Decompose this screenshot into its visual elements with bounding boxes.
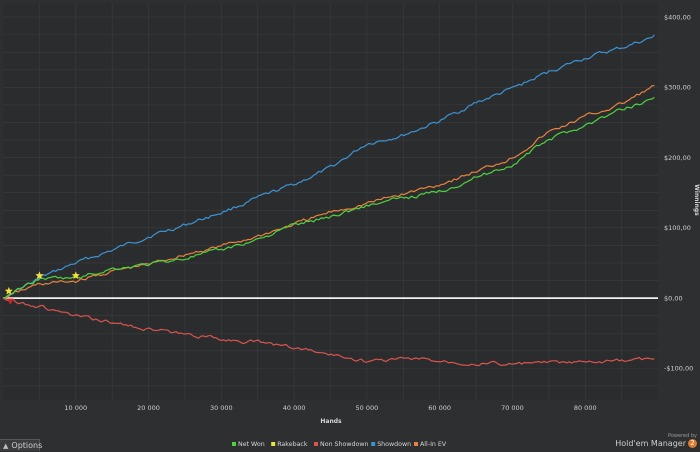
legend-swatch: [314, 442, 318, 446]
x-axis-label: Hands: [320, 418, 342, 425]
y-tick-label: $200,00: [664, 154, 691, 162]
y-tick-label: -$100,00: [664, 365, 693, 373]
options-button[interactable]: ▲ Options: [0, 439, 43, 451]
y-tick-label: $100,00: [664, 224, 691, 232]
star-marker: [71, 271, 80, 279]
chevron-up-icon: ▲: [3, 442, 9, 450]
series-line-net-won: [2, 96, 655, 299]
legend-swatch: [371, 442, 376, 446]
legend-label: Non Showdown: [320, 441, 369, 448]
powered-by-text: Powered by: [668, 433, 697, 439]
y-tick-label: $0,00: [664, 294, 683, 302]
legend-swatch: [232, 442, 236, 446]
hm2-logo-icon: 2: [688, 439, 697, 448]
grid: [3, 3, 658, 400]
x-tick-label: 80 000: [574, 404, 597, 412]
legend-swatch: [414, 442, 418, 446]
x-tick-label: 60 000: [428, 404, 451, 412]
star-marker: [35, 271, 44, 279]
x-tick-label: 40 000: [283, 404, 306, 412]
markers-group: [4, 271, 80, 305]
legend-swatch: [271, 442, 276, 446]
legend-label: All-In EV: [420, 441, 447, 448]
x-tick-label: 30 000: [210, 404, 233, 412]
series-group: [2, 34, 655, 367]
x-ticks: 10 000 20 000 30 000 40 000 50 000 60 000 70 0…: [64, 404, 596, 412]
y-ticks: $400,00 $300,00 $200,00 $100,00 $0,00 -$100,0…: [664, 13, 693, 372]
series-line-all-in-ev: [2, 85, 655, 299]
legend: Net Won Rakeback Non Showdown Showdown All-I…: [232, 441, 447, 448]
legend-label: Showdown: [377, 441, 411, 448]
series-line-non-showdown: [2, 297, 655, 367]
y-axis-label: Winnings: [693, 184, 700, 216]
x-tick-label: 20 000: [137, 404, 160, 412]
brand-name: Hold'em Manager: [615, 439, 686, 448]
x-tick-label: 70 000: [501, 404, 524, 412]
legend-label: Net Won: [238, 441, 265, 448]
star-marker: [4, 286, 13, 295]
legend-label: Rakeback: [277, 441, 308, 448]
y-tick-label: $300,00: [664, 84, 691, 92]
down-marker: [6, 298, 14, 305]
y-tick-label: $400,00: [664, 13, 691, 21]
options-label: Options: [11, 441, 43, 450]
series-line-showdown: [2, 34, 655, 300]
x-tick-label: 50 000: [356, 404, 379, 412]
brand: Powered by Hold'em Manager 2: [615, 433, 697, 449]
x-tick-label: 10 000: [64, 404, 87, 412]
